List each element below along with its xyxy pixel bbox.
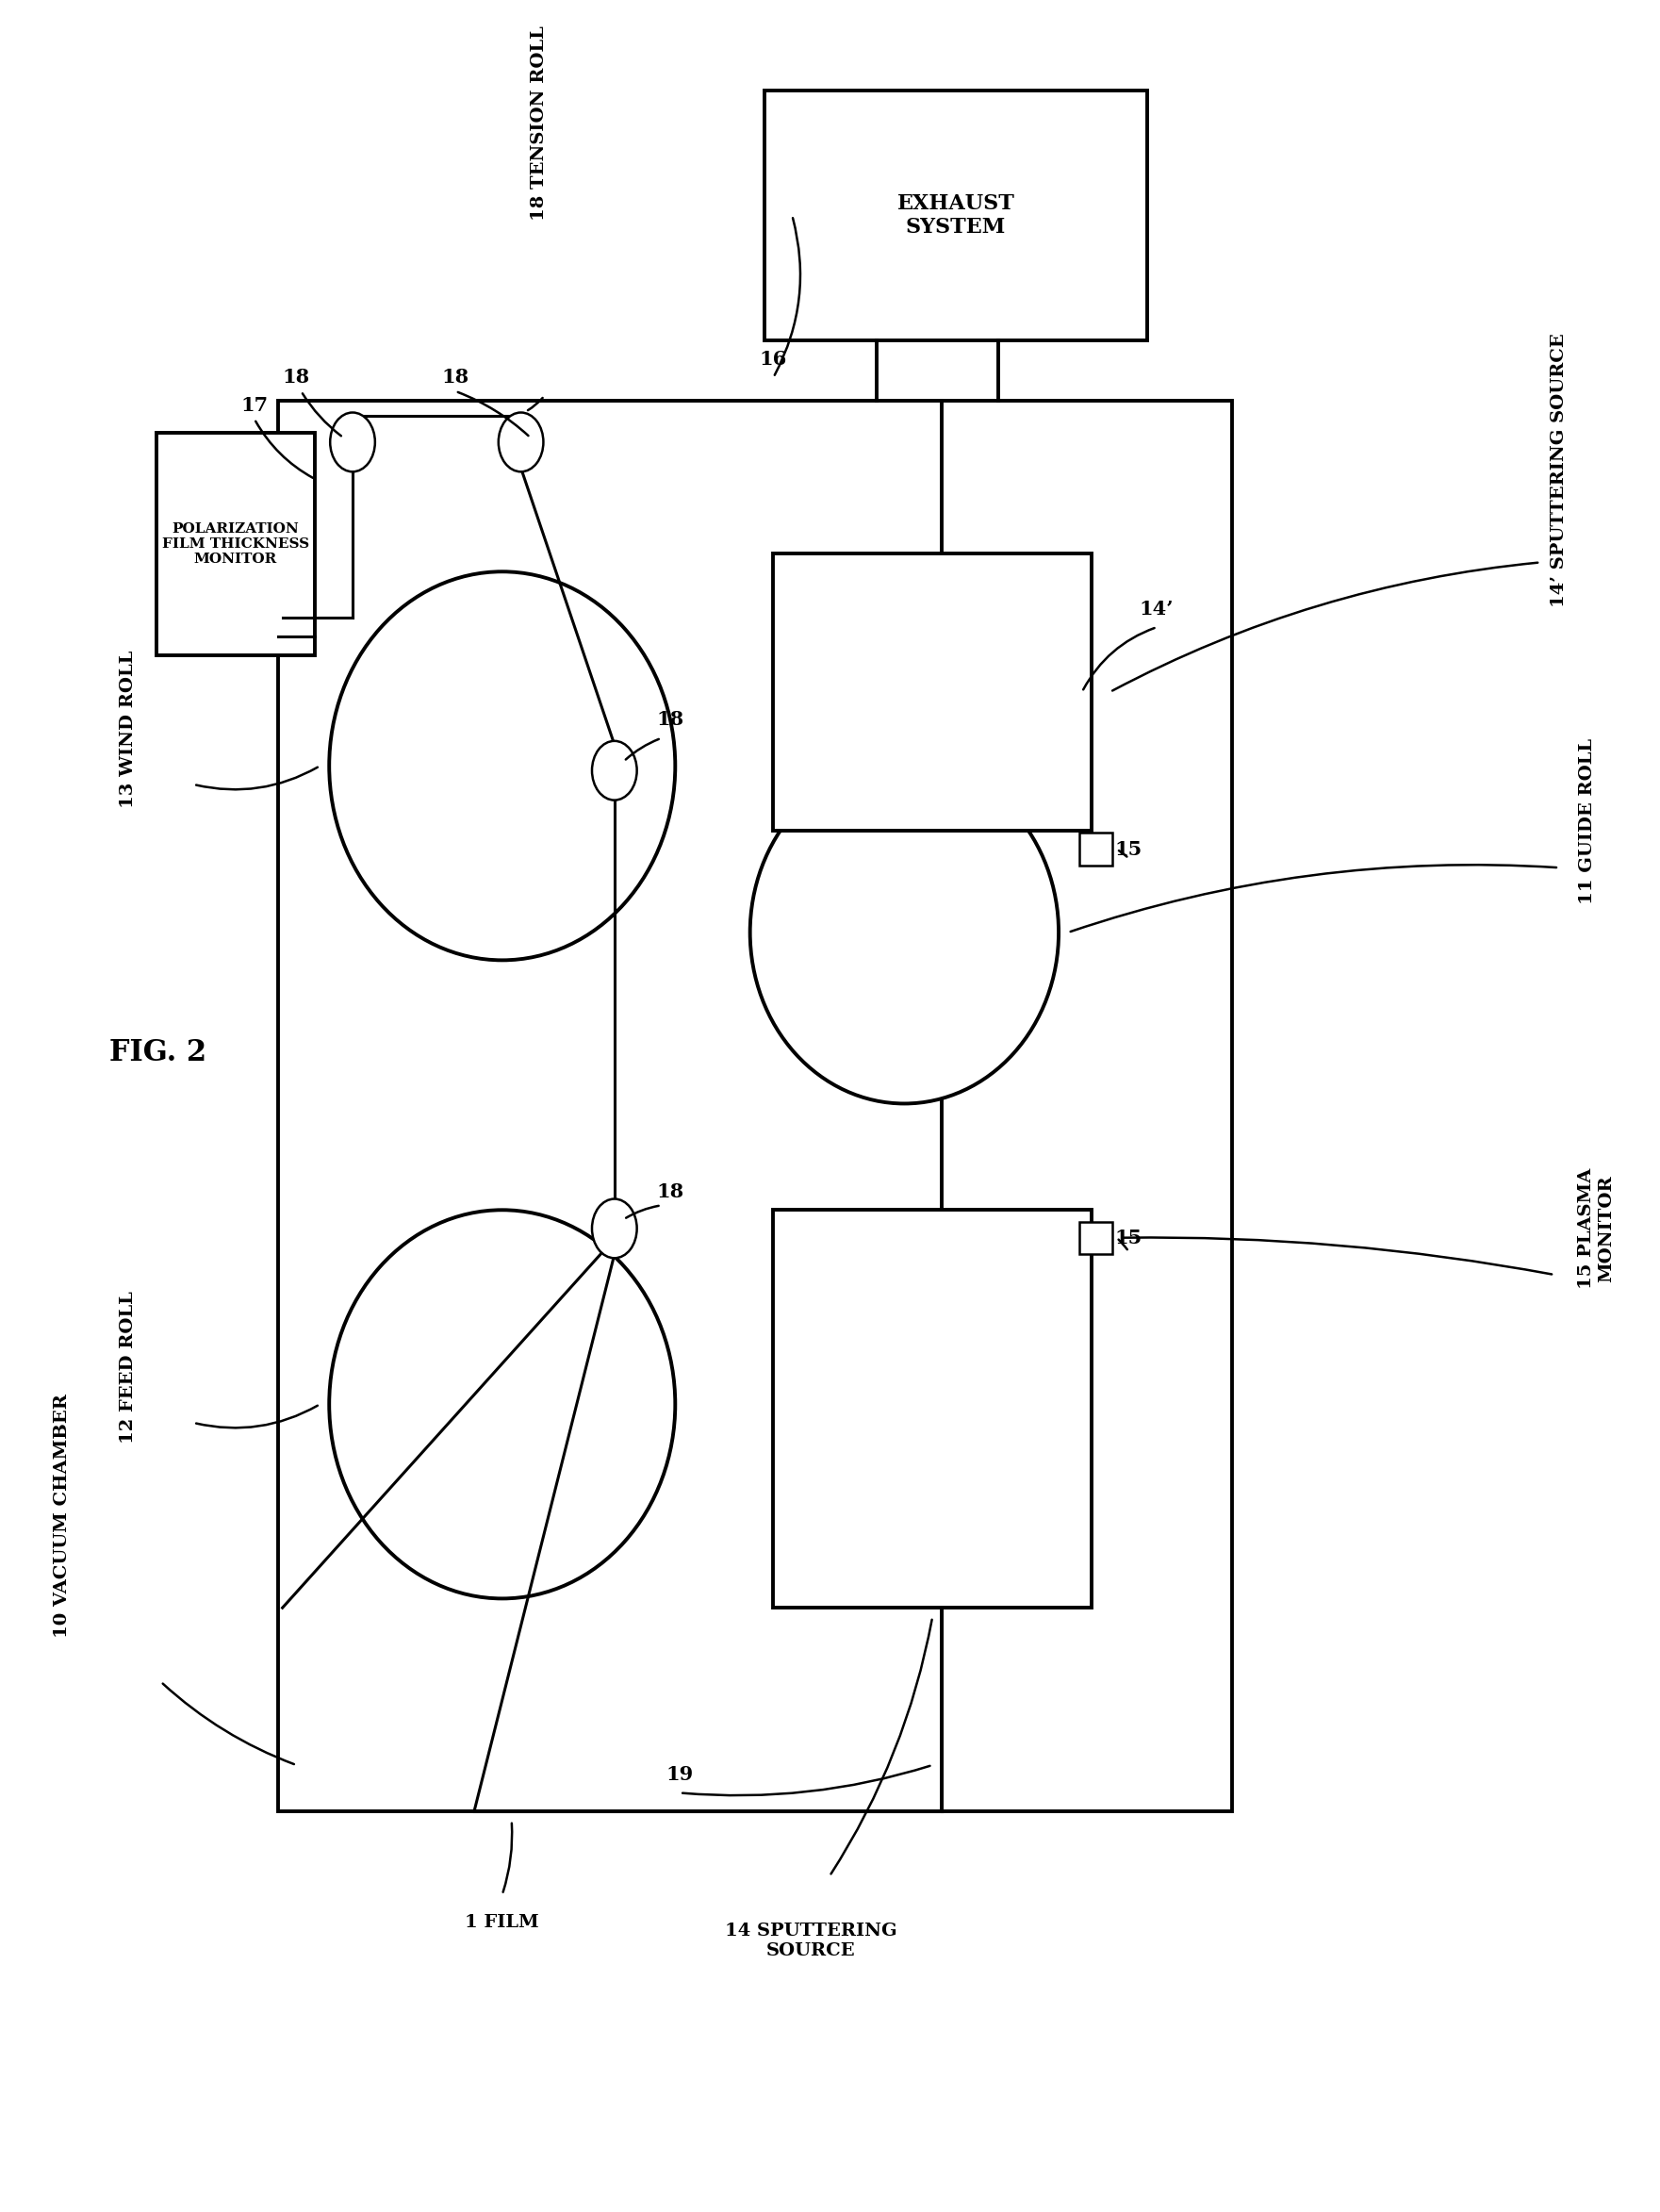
Text: 18: 18 [657,1181,684,1201]
Bar [774,553,1091,832]
Text: FIG. 2: FIG. 2 [110,1037,206,1068]
Text: POLARIZATION
FILM THICKNESS
MONITOR: POLARIZATION FILM THICKNESS MONITOR [163,522,309,566]
Text: 18 TENSION ROLL: 18 TENSION ROLL [531,27,548,221]
Bar [156,434,315,655]
Ellipse shape [750,761,1059,1104]
Ellipse shape [329,1210,676,1599]
Circle shape [498,411,543,471]
Circle shape [593,1199,637,1259]
Circle shape [593,741,637,801]
Bar [764,91,1147,341]
Text: 15 PLASMA
MONITOR: 15 PLASMA MONITOR [1579,1168,1615,1290]
Text: 14’: 14’ [1140,599,1174,617]
Bar [1079,834,1112,865]
Bar [277,400,1232,1812]
Text: 12 FEED ROLL: 12 FEED ROLL [120,1292,136,1444]
Text: 15: 15 [1116,1228,1142,1248]
Text: 10 VACUUM CHAMBER: 10 VACUUM CHAMBER [55,1394,71,1637]
Text: 18: 18 [657,710,684,730]
Ellipse shape [329,571,676,960]
Text: 18: 18 [282,367,310,387]
Text: 19: 19 [666,1765,694,1783]
Text: 13 WIND ROLL: 13 WIND ROLL [120,650,136,807]
Bar [774,1210,1091,1608]
Text: 18: 18 [442,367,470,387]
Text: 11 GUIDE ROLL: 11 GUIDE ROLL [1579,739,1595,905]
Circle shape [330,411,375,471]
Text: 14 SPUTTERING
SOURCE: 14 SPUTTERING SOURCE [725,1922,896,1960]
Text: 15: 15 [1116,841,1142,858]
Text: EXHAUST
SYSTEM: EXHAUST SYSTEM [896,192,1014,239]
Text: 14’ SPUTTERING SOURCE: 14’ SPUTTERING SOURCE [1550,332,1567,606]
Text: 1 FILM: 1 FILM [465,1913,540,1931]
Text: 16: 16 [760,349,787,367]
Bar [1079,1221,1112,1254]
Text: 17: 17 [241,396,269,414]
